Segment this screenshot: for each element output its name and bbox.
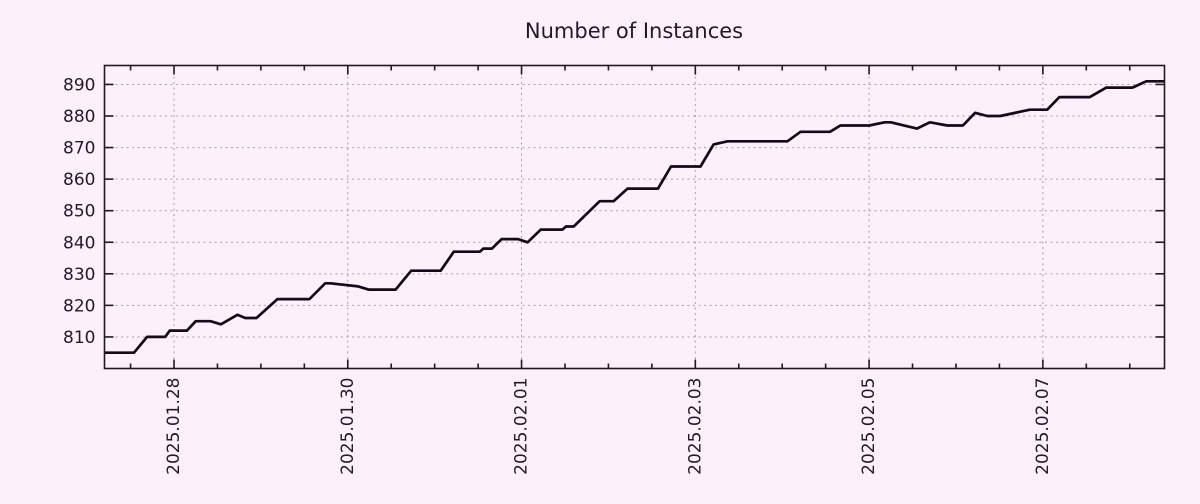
y-tick-label: 890 xyxy=(63,75,95,95)
y-tick-label: 870 xyxy=(63,139,95,159)
y-tick-label: 830 xyxy=(63,265,95,285)
x-tick-label: 2025.02.05 xyxy=(859,378,879,475)
x-tick-label: 2025.01.30 xyxy=(338,378,358,475)
y-tick-label: 860 xyxy=(63,170,95,190)
y-tick-label: 880 xyxy=(63,107,95,127)
grid-layer xyxy=(104,65,1165,369)
series-line-instances xyxy=(104,79,1165,355)
y-tick-label: 820 xyxy=(63,296,95,316)
y-tick-label: 810 xyxy=(63,328,95,348)
x-tick-label: 2025.01.28 xyxy=(164,378,184,475)
plot-border xyxy=(103,64,1166,370)
x-tick-label: 2025.02.03 xyxy=(685,378,705,475)
series-layer xyxy=(104,79,1165,355)
x-tick-label: 2025.02.07 xyxy=(1033,378,1053,475)
y-tick-label: 850 xyxy=(63,202,95,222)
x-tick-label: 2025.02.01 xyxy=(512,378,532,475)
chart-title: Number of Instances xyxy=(525,19,743,43)
label-layer: 810 820 830 840 850 860 870 880 890 2025.01.28 202… xyxy=(63,75,1053,474)
y-tick-label: 840 xyxy=(63,233,95,253)
axis-layer xyxy=(103,64,1166,370)
